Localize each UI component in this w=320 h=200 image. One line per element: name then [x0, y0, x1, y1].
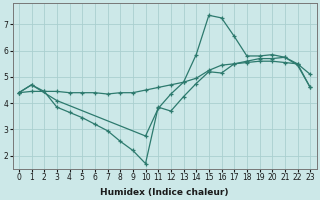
X-axis label: Humidex (Indice chaleur): Humidex (Indice chaleur)	[100, 188, 229, 197]
